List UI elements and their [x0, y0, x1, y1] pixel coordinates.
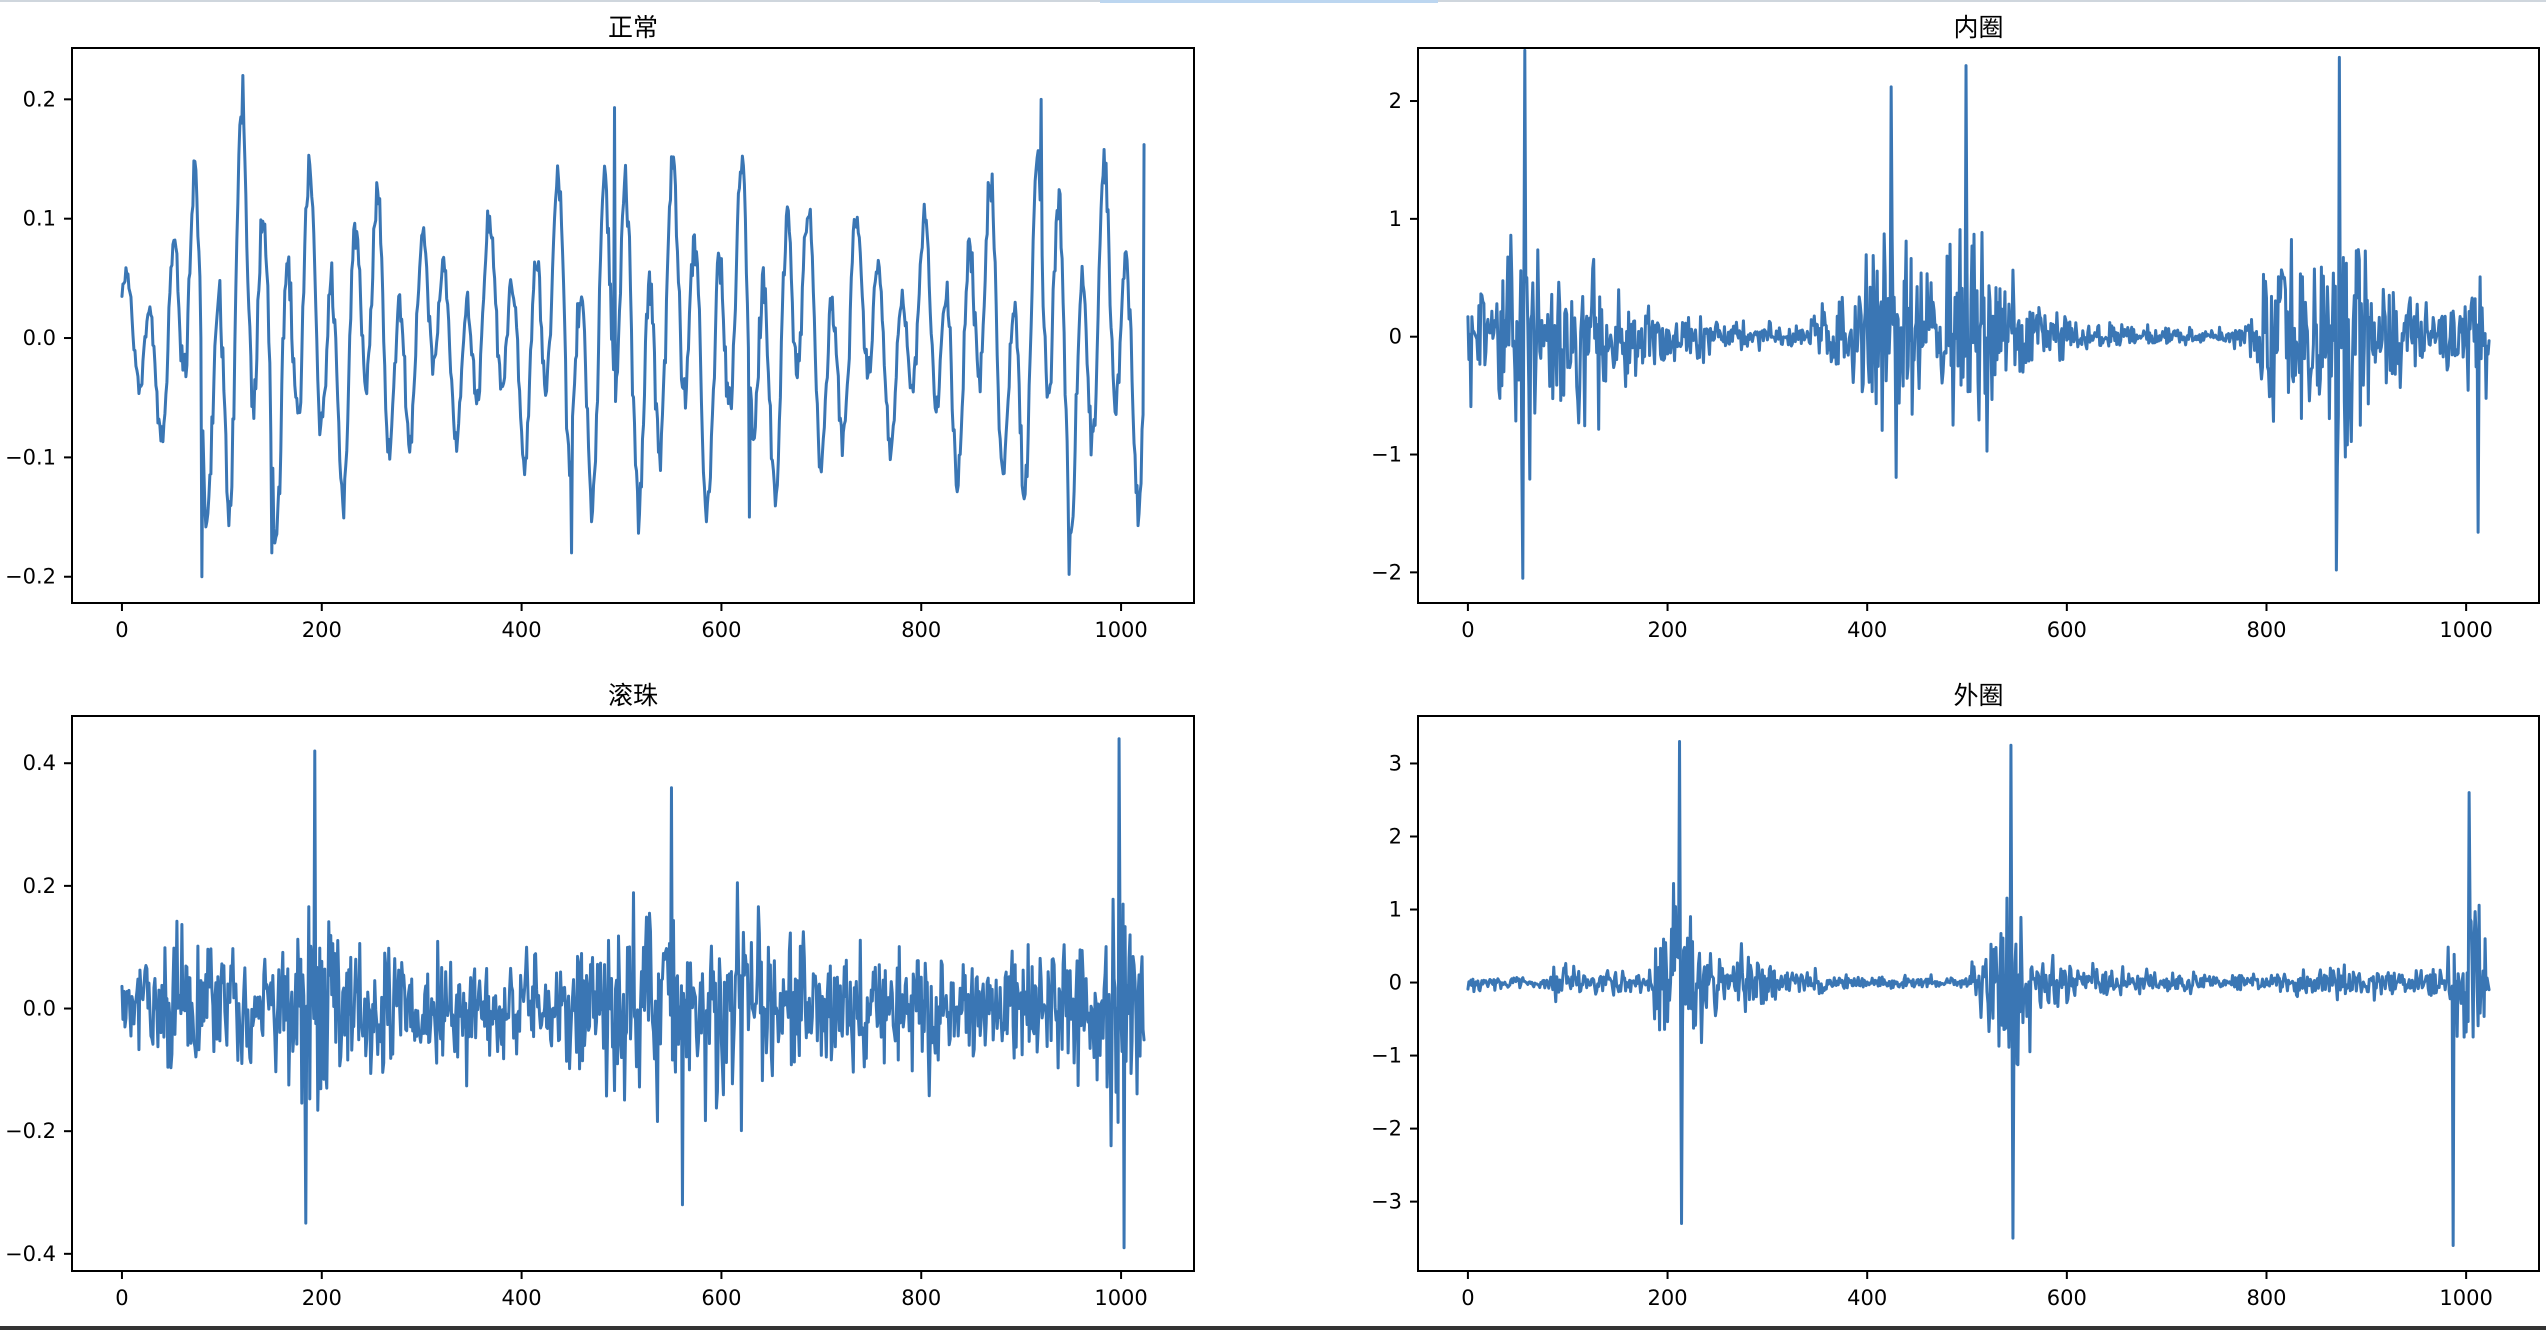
- axes-frame-rolling-ball: [71, 715, 1195, 1272]
- y-tick-label-outer-race: −1: [1371, 1044, 1402, 1068]
- subplot-rolling-ball: 滚珠 0 200 400 600 800 1000 −0.4 −0.2 0.0 0.2 0.4: [5, 681, 1195, 1310]
- axes-frame-normal: [71, 47, 1195, 604]
- x-tick-label-rolling-ball: 400: [502, 1286, 542, 1310]
- x-tick-label-inner-race: 800: [2246, 618, 2286, 642]
- y-tick-label-inner-race: −2: [1371, 560, 1402, 584]
- subplot-title-inner-race: 内圈: [1953, 13, 2003, 42]
- y-tick-label-inner-race: 1: [1389, 207, 1402, 231]
- series-line-inner-race: [1466, 48, 2491, 580]
- window-bottom-border: [0, 1326, 2546, 1330]
- x-tick-label-outer-race: 200: [1648, 1286, 1688, 1310]
- x-tick-label-normal: 400: [502, 618, 542, 642]
- x-tick-label-rolling-ball: 600: [701, 1286, 741, 1310]
- subplot-title-rolling-ball: 滚珠: [608, 681, 658, 710]
- y-tick-label-rolling-ball: 0.4: [23, 751, 56, 775]
- y-tick-label-inner-race: −1: [1371, 443, 1402, 467]
- y-tick-label-rolling-ball: 0.2: [23, 874, 56, 898]
- subplot-outer-race: 外圈 0 200 400 600 800 1000 −3 −2 −1 0 1 2 3: [1371, 681, 2540, 1310]
- y-tick-label-outer-race: 2: [1389, 824, 1402, 848]
- y-tick-label-normal: 0.1: [23, 207, 56, 231]
- y-tick-label-normal: −0.1: [5, 445, 56, 469]
- x-tick-label-rolling-ball: 0: [115, 1286, 128, 1310]
- x-tick-label-inner-race: 400: [1847, 618, 1887, 642]
- x-tick-label-normal: 0: [115, 618, 128, 642]
- x-tick-label-rolling-ball: 800: [901, 1286, 941, 1310]
- x-tick-label-normal: 1000: [1094, 618, 1147, 642]
- y-tick-label-rolling-ball: −0.2: [5, 1119, 56, 1143]
- x-tick-label-outer-race: 1000: [2439, 1286, 2492, 1310]
- x-tick-label-inner-race: 0: [1461, 618, 1474, 642]
- y-tick-label-outer-race: 3: [1389, 751, 1402, 775]
- x-tick-label-normal: 800: [901, 618, 941, 642]
- series-line-outer-race: [1466, 740, 2491, 1247]
- x-tick-label-outer-race: 800: [2246, 1286, 2286, 1310]
- axes-frame-inner-race: [1417, 47, 2540, 604]
- y-tick-label-outer-race: 0: [1389, 971, 1402, 995]
- x-tick-label-outer-race: 400: [1847, 1286, 1887, 1310]
- series-line-normal: [120, 73, 1146, 579]
- axes-frame-outer-race: [1417, 715, 2540, 1272]
- y-tick-label-rolling-ball: −0.4: [5, 1242, 56, 1266]
- subplot-title-outer-race: 外圈: [1953, 681, 2003, 710]
- x-tick-label-normal: 200: [302, 618, 342, 642]
- y-tick-label-normal: 0.2: [23, 87, 56, 111]
- y-tick-label-outer-race: 1: [1389, 898, 1402, 922]
- y-tick-label-outer-race: −2: [1371, 1117, 1402, 1141]
- window-top-accent: [1100, 0, 1438, 3]
- x-tick-label-inner-race: 200: [1648, 618, 1688, 642]
- y-tick-label-normal: −0.2: [5, 565, 56, 589]
- x-tick-label-outer-race: 0: [1461, 1286, 1474, 1310]
- subplot-normal: 正常 0 200 400 600 800 1000 −0.2 −0.1 0.0 0.1 0.2: [5, 13, 1195, 642]
- x-tick-label-rolling-ball: 200: [302, 1286, 342, 1310]
- subplot-inner-race: 内圈 0 200 400 600 800 1000 −2 −1 0 1 2: [1371, 13, 2540, 642]
- x-tick-label-normal: 600: [701, 618, 741, 642]
- y-tick-label-inner-race: 0: [1389, 325, 1402, 349]
- x-tick-label-inner-race: 1000: [2439, 618, 2492, 642]
- series-line-rolling-ball: [120, 737, 1146, 1250]
- y-tick-label-rolling-ball: 0.0: [23, 997, 56, 1021]
- subplot-title-normal: 正常: [608, 13, 658, 42]
- y-tick-label-outer-race: −3: [1371, 1190, 1402, 1214]
- x-tick-label-rolling-ball: 1000: [1094, 1286, 1147, 1310]
- x-tick-label-outer-race: 600: [2047, 1286, 2087, 1310]
- y-tick-label-normal: 0.0: [23, 326, 56, 350]
- x-tick-label-inner-race: 600: [2047, 618, 2087, 642]
- y-tick-label-inner-race: 2: [1389, 89, 1402, 113]
